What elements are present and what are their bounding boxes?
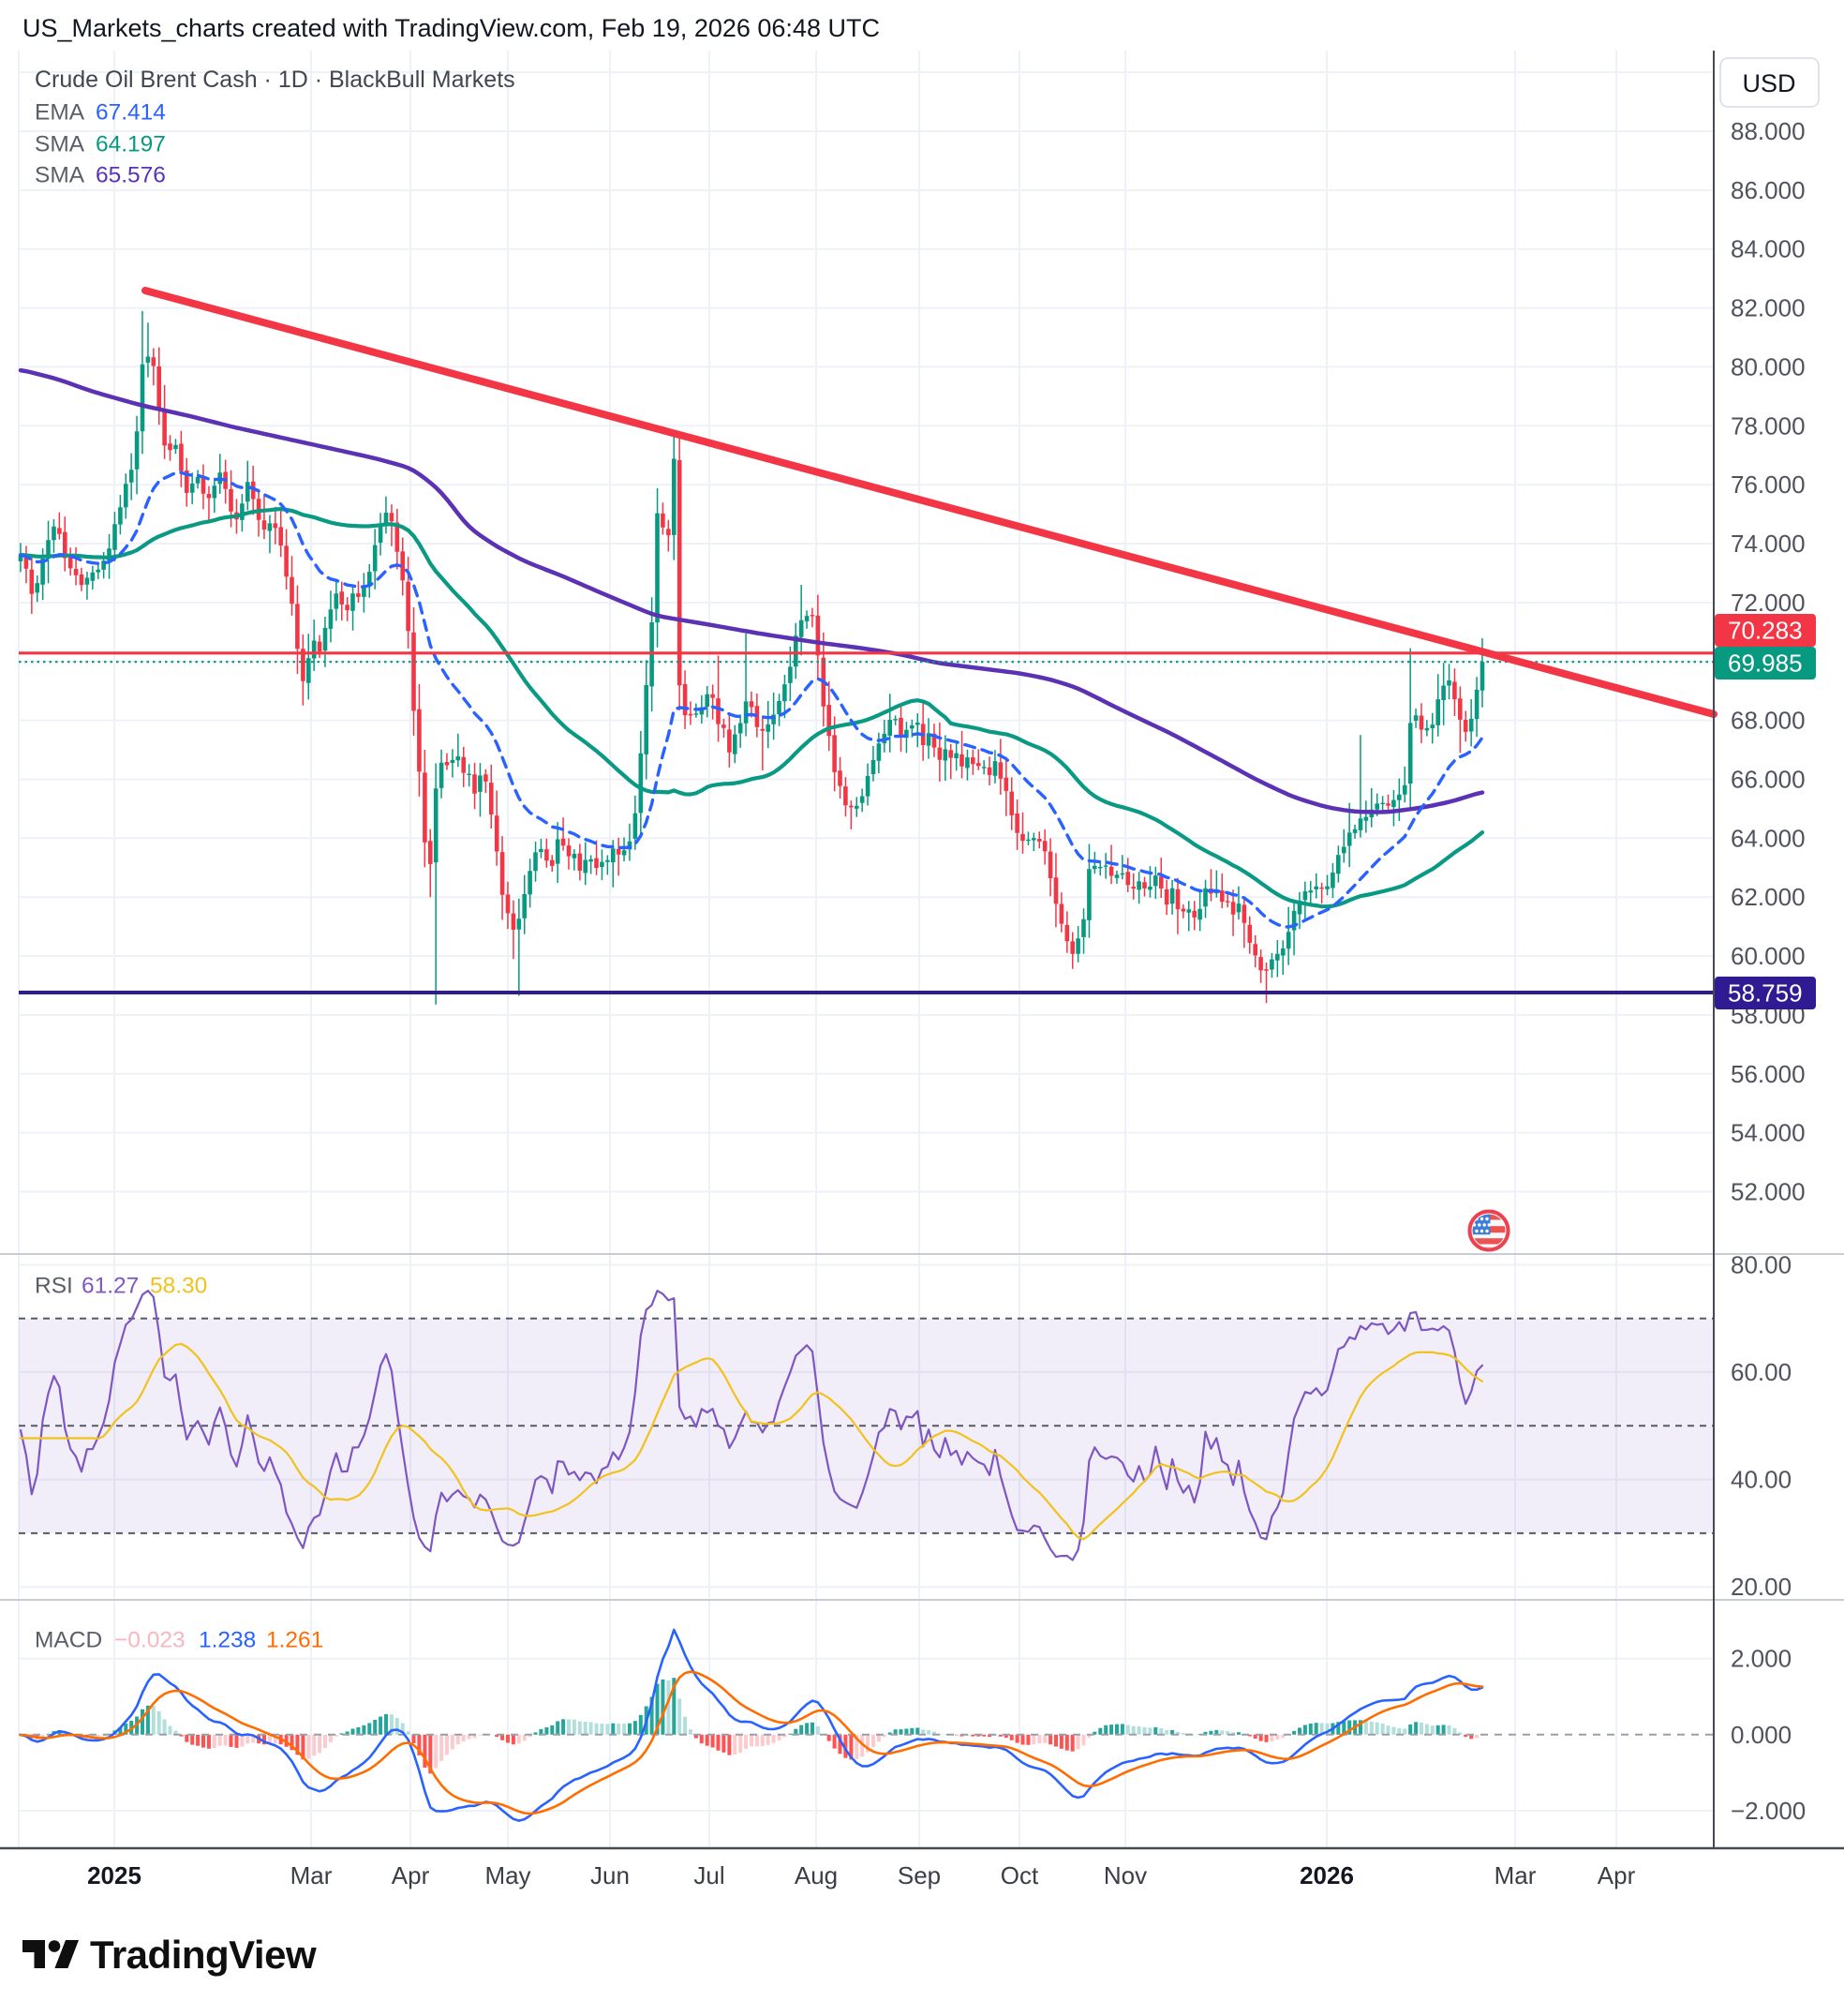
svg-text:1.238: 1.238 [199, 1628, 256, 1653]
svg-text:Apr: Apr [1598, 1861, 1636, 1889]
svg-text:0.000: 0.000 [1731, 1721, 1792, 1749]
svg-text:2025: 2025 [87, 1861, 141, 1889]
svg-text:Jul: Jul [693, 1861, 724, 1889]
svg-text:72.000: 72.000 [1731, 589, 1806, 617]
svg-text:60.00: 60.00 [1731, 1358, 1792, 1386]
svg-text:86.000: 86.000 [1731, 176, 1806, 204]
svg-text:Aug: Aug [795, 1861, 838, 1889]
svg-text:56.000: 56.000 [1731, 1060, 1806, 1088]
svg-text:62.000: 62.000 [1731, 883, 1806, 911]
svg-text:78.000: 78.000 [1731, 411, 1806, 440]
svg-text:82.000: 82.000 [1731, 294, 1806, 322]
svg-text:58.759: 58.759 [1728, 979, 1803, 1008]
svg-text:Apr: Apr [392, 1861, 430, 1889]
svg-text:SMA: SMA [35, 132, 85, 157]
svg-text:66.000: 66.000 [1731, 766, 1806, 794]
svg-text:70.283: 70.283 [1728, 617, 1803, 645]
svg-text:Oct: Oct [1001, 1861, 1039, 1889]
svg-text:−2.000: −2.000 [1731, 1797, 1806, 1825]
svg-text:67.414: 67.414 [96, 100, 166, 126]
svg-text:Mar: Mar [290, 1861, 333, 1889]
svg-text:Jun: Jun [590, 1861, 630, 1889]
svg-text:EMA: EMA [35, 100, 85, 126]
svg-text:RSI: RSI [35, 1274, 73, 1299]
svg-text:Sep: Sep [898, 1861, 941, 1889]
svg-text:64.000: 64.000 [1731, 824, 1806, 852]
svg-text:76.000: 76.000 [1731, 470, 1806, 499]
svg-text:65.576: 65.576 [96, 163, 166, 188]
svg-text:61.27: 61.27 [82, 1274, 139, 1299]
svg-text:88.000: 88.000 [1731, 117, 1806, 145]
svg-text:US_Markets_charts created with: US_Markets_charts created with TradingVi… [22, 14, 880, 42]
svg-text:TradingView: TradingView [90, 1933, 317, 1977]
svg-text:USD: USD [1742, 69, 1795, 97]
svg-text:SMA: SMA [35, 163, 85, 188]
svg-text:Mar: Mar [1495, 1861, 1537, 1889]
svg-text:Nov: Nov [1104, 1861, 1147, 1889]
svg-text:80.00: 80.00 [1731, 1251, 1792, 1279]
svg-text:54.000: 54.000 [1731, 1119, 1806, 1147]
svg-text:−0.023: −0.023 [114, 1628, 186, 1653]
svg-text:40.00: 40.00 [1731, 1466, 1792, 1494]
svg-text:2026: 2026 [1300, 1861, 1354, 1889]
svg-text:60.000: 60.000 [1731, 942, 1806, 970]
svg-text:68.000: 68.000 [1731, 707, 1806, 735]
svg-text:74.000: 74.000 [1731, 530, 1806, 558]
svg-text:MACD: MACD [35, 1628, 102, 1653]
svg-text:May: May [484, 1861, 530, 1889]
svg-text:1.261: 1.261 [266, 1628, 323, 1653]
svg-text:84.000: 84.000 [1731, 235, 1806, 263]
svg-text:80.000: 80.000 [1731, 352, 1806, 381]
svg-text:20.00: 20.00 [1731, 1573, 1792, 1601]
svg-text:52.000: 52.000 [1731, 1178, 1806, 1206]
svg-text:58.30: 58.30 [150, 1274, 207, 1299]
svg-text:69.985: 69.985 [1728, 650, 1803, 678]
svg-text:2.000: 2.000 [1731, 1645, 1792, 1673]
svg-text:64.197: 64.197 [96, 132, 166, 157]
svg-text:Crude Oil Brent Cash · 1D · Bl: Crude Oil Brent Cash · 1D · BlackBull Ma… [35, 67, 515, 93]
